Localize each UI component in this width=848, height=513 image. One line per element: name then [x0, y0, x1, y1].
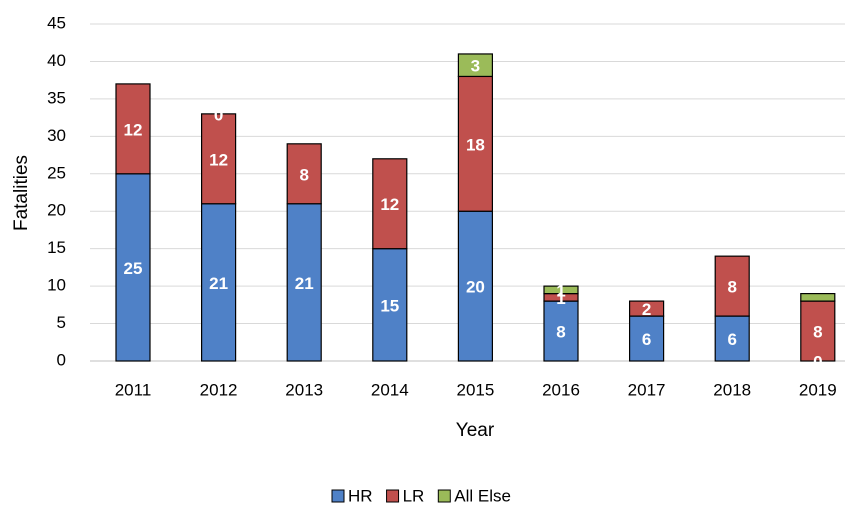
data-label: 0: [813, 352, 822, 371]
bar-segment: [286, 143, 322, 205]
x-axis-title: Year: [456, 420, 495, 441]
legend-swatch: [331, 489, 345, 503]
bar-segment: [115, 83, 151, 175]
data-label: 18: [466, 135, 485, 154]
data-label: 3: [471, 57, 480, 76]
x-tick-label: 2015: [456, 380, 494, 399]
y-tick-label: 35: [47, 88, 66, 107]
x-tick-label: 2013: [285, 380, 323, 399]
legend-label: LR: [403, 486, 425, 505]
data-label: 25: [124, 259, 143, 278]
y-tick-label: 0: [57, 350, 66, 369]
y-tick-label: 30: [47, 126, 66, 145]
data-label: 21: [295, 274, 314, 293]
y-tick-label: 20: [47, 201, 66, 220]
legend-swatch: [437, 489, 451, 503]
data-label: 12: [380, 195, 399, 214]
legend-label: All Else: [454, 486, 511, 505]
data-label: 12: [124, 120, 143, 139]
bar-segment: [543, 285, 579, 295]
data-label: 0: [214, 105, 223, 124]
bar-segment: [201, 113, 237, 205]
data-label: 1: [556, 289, 565, 308]
data-label: 20: [466, 278, 485, 297]
x-tick-label: 2016: [542, 380, 580, 399]
data-label: 21: [209, 274, 228, 293]
bar-segment: [628, 300, 665, 317]
data-label: 2: [642, 300, 651, 319]
data-label: 8: [556, 323, 565, 342]
data-label: 15: [380, 296, 399, 315]
y-tick-label: 25: [47, 163, 66, 182]
x-tick-label: 2014: [371, 380, 409, 399]
legend-label: HR: [348, 486, 373, 505]
y-tick-label: 40: [47, 51, 66, 70]
data-label: 6: [727, 330, 736, 349]
x-tick-label: 2011: [115, 380, 152, 399]
bar-segment: [628, 315, 665, 362]
data-label: 8: [727, 278, 736, 297]
bar-segment: [115, 173, 151, 362]
x-tick-label: 2018: [713, 380, 751, 399]
data-label: 8: [299, 165, 308, 184]
bar-segment: [457, 75, 493, 212]
y-axis-title: Fatalities: [11, 155, 32, 231]
data-label: 12: [209, 150, 228, 169]
bar-segment: [201, 203, 237, 362]
y-tick-label: 15: [47, 238, 66, 257]
data-label: 6: [642, 330, 651, 349]
bar-segment: [800, 293, 836, 302]
legend-swatch: [386, 489, 400, 503]
y-tick-label: 45: [47, 13, 66, 32]
bar-segment: [714, 315, 750, 362]
data-label: 1: [556, 281, 565, 300]
y-tick-label: 5: [57, 313, 66, 332]
x-tick-label: 2019: [799, 380, 837, 399]
y-tick-label: 10: [47, 276, 66, 295]
bar-segment: [800, 300, 836, 362]
x-tick-label: 2012: [200, 380, 238, 399]
bar-segment: [286, 203, 322, 362]
bar-segment: [372, 158, 408, 250]
data-label: 8: [813, 323, 822, 342]
bar-segment: [457, 53, 493, 78]
x-tick-label: 2017: [628, 380, 666, 399]
bar-segment: [714, 255, 750, 317]
